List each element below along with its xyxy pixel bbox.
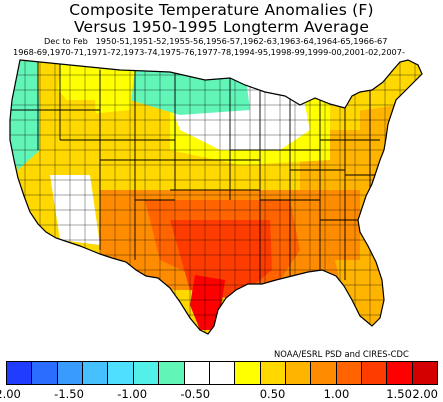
- tick-label: 1.00: [323, 387, 350, 401]
- map-title-line-2: Versus 1950-1995 Longterm Average: [73, 18, 370, 36]
- color-scale-swatch: [336, 362, 363, 384]
- color-scale-swatch: [184, 362, 210, 384]
- color-scale-swatch: [209, 362, 236, 384]
- color-scale-swatch: [311, 362, 337, 384]
- years-list-2: 1968-69,1970-71,1971-72,1973-74,1975-76,…: [13, 47, 405, 57]
- color-scale-swatch: [362, 362, 388, 384]
- color-scale-swatch: [159, 362, 185, 384]
- color-scale-swatch: [108, 362, 134, 384]
- data-credit: NOAA/ESRL PSD and CIRES-CDC: [274, 349, 409, 359]
- tick-label: 0.50: [259, 387, 286, 401]
- map-title-line-1: Composite Temperature Anomalies (F): [69, 1, 374, 19]
- period-label: Dec to Feb: [44, 36, 88, 46]
- color-scale-swatch: [32, 362, 58, 384]
- state-borders: [10, 62, 380, 290]
- tick-label: -2.00: [0, 387, 21, 401]
- color-scale-swatch: [83, 362, 109, 384]
- tick-label: -0.50: [180, 387, 211, 401]
- tick-label: -1.00: [117, 387, 148, 401]
- color-scale-swatch: [285, 362, 312, 384]
- period-and-years-line: Dec to Feb 1950-51,1951-52,1955-56,1956-…: [44, 36, 387, 46]
- tick-label: -1.50: [54, 387, 84, 401]
- tick-label: 1.50: [386, 387, 412, 401]
- color-scale-swatch: [235, 362, 261, 384]
- color-scale-swatch: [7, 362, 33, 384]
- color-scale-bar: [6, 361, 438, 385]
- color-scale-tick-labels: -2.00 -1.50 -1.00 -0.50 0.50 1.00 1.50 2…: [0, 387, 438, 401]
- color-scale-swatch: [57, 362, 84, 384]
- color-scale-swatch: [387, 362, 413, 384]
- color-scale-swatch: [412, 362, 438, 384]
- color-scale-swatch: [133, 362, 160, 384]
- color-scale-swatch: [260, 362, 286, 384]
- years-list-1: 1950-51,1951-52,1955-56,1956-57,1962-63,…: [95, 36, 388, 46]
- tick-label: 2.00: [412, 387, 438, 401]
